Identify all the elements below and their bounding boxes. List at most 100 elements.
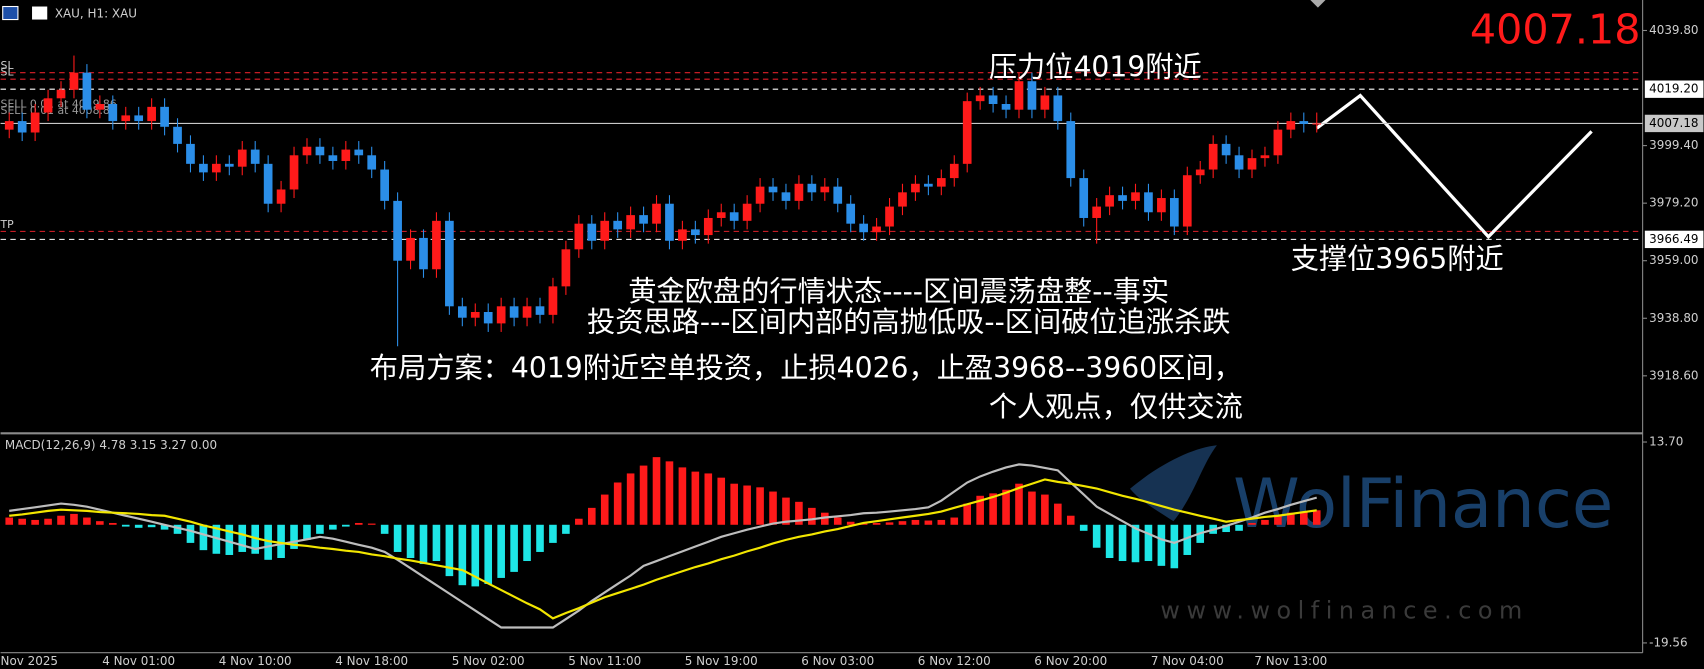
macd-histogram-bar	[1079, 524, 1088, 531]
macd-histogram-bar	[1054, 503, 1062, 525]
candle-body	[962, 101, 972, 164]
macd-histogram-bar	[199, 524, 208, 551]
macd-histogram-bar	[1041, 494, 1049, 525]
macd-histogram-bar	[290, 524, 298, 549]
candle-body	[95, 104, 105, 110]
candle-body	[794, 183, 804, 201]
macd-histogram-bar	[950, 517, 959, 525]
macd-line	[9, 463, 1318, 629]
candle-body	[885, 206, 894, 227]
macd-histogram-bar	[562, 524, 570, 534]
x-tick-label: 7 Nov 04:00	[1151, 654, 1224, 668]
candle-body	[1131, 192, 1140, 201]
menu-icon[interactable]	[2, 5, 19, 21]
macd-histogram-bar	[1274, 515, 1282, 525]
macd-histogram-bar	[96, 521, 104, 525]
candle-body	[509, 306, 519, 318]
candle-body	[1157, 198, 1166, 213]
macd-histogram-bar	[885, 522, 894, 525]
macd-histogram-bar	[1015, 483, 1023, 525]
level-label: 3966.49	[1649, 232, 1698, 246]
candle-body	[1079, 178, 1089, 218]
x-tick-label: 6 Nov 12:00	[918, 654, 991, 668]
macd-histogram-bar	[600, 494, 609, 525]
candle-body	[600, 220, 610, 241]
x-tick-label: 7 Nov 13:00	[1254, 654, 1327, 668]
shift-marker[interactable]	[1310, 0, 1326, 8]
macd-histogram-bar	[458, 524, 467, 586]
macd-histogram-bar	[173, 524, 182, 534]
level-box	[1644, 80, 1704, 98]
current-price-label: 4007.18	[1649, 116, 1698, 130]
macd-histogram-bar	[329, 524, 337, 530]
candle-body	[1221, 143, 1231, 156]
candle-body	[315, 146, 325, 156]
candle-body	[160, 106, 169, 127]
macd-histogram-bar	[134, 524, 143, 528]
level-box	[1644, 230, 1704, 249]
candle-body	[574, 223, 584, 250]
macd-histogram-bar	[510, 524, 518, 572]
macd-histogram-bar	[1248, 522, 1256, 525]
level-name: SL	[1, 59, 14, 72]
macd-histogram-bar	[31, 519, 39, 525]
watermark-url: www.wolfinance.com	[1160, 596, 1528, 624]
candle-body	[419, 237, 428, 270]
candle-body	[237, 149, 247, 167]
candle-body	[1014, 81, 1024, 110]
macd-histogram-bar	[743, 485, 751, 525]
candle-body	[108, 104, 118, 122]
macd-histogram-bar	[1261, 519, 1269, 525]
candle-body	[872, 226, 881, 233]
macd-histogram-bar	[1312, 510, 1321, 525]
candle-body	[1053, 95, 1063, 122]
x-tick-label: Nov 2025	[1, 654, 58, 668]
x-tick-label: 5 Nov 11:00	[568, 654, 641, 668]
macd-histogram-bar	[380, 524, 389, 534]
macd-histogram-bar	[1170, 524, 1179, 569]
candle-body	[1144, 192, 1153, 213]
y-tick-label: 4039.80	[1649, 23, 1698, 37]
candle-body	[121, 115, 131, 122]
macd-histogram-bar	[795, 501, 803, 525]
candle-body	[69, 72, 79, 90]
macd-label: MACD(12,26,9) 4.78 3.15 3.27 0.00	[5, 438, 217, 452]
macd-histogram-bar	[367, 523, 376, 525]
candle-body	[561, 249, 571, 287]
macd-histogram-bar	[989, 493, 997, 525]
candle-body	[1105, 195, 1114, 207]
y-tick-label: 3979.20	[1649, 196, 1698, 210]
candle-body	[134, 115, 144, 122]
candle-body	[949, 163, 959, 179]
macd-histogram-bar	[549, 524, 557, 543]
macd-histogram-bar	[911, 519, 920, 525]
macd-histogram-bar	[872, 522, 881, 525]
annotation: 黄金欧盘的行情状态----区间震荡盘整--事实	[628, 275, 1169, 308]
macd-histogram-bar	[5, 517, 14, 525]
candle-body	[328, 155, 338, 161]
macd-histogram-bar	[782, 497, 790, 525]
candle-body	[1299, 121, 1309, 124]
candle-body	[755, 186, 765, 204]
candle-body	[820, 186, 830, 193]
candle-body	[1182, 175, 1192, 227]
y-tick-label: 3938.80	[1649, 311, 1698, 325]
macd-histogram-bar	[924, 520, 933, 525]
annotation: 支撑位3965附近	[1291, 243, 1504, 276]
macd-histogram-bar	[652, 457, 661, 525]
candle-body	[457, 306, 467, 318]
chart-icon[interactable]	[32, 6, 48, 20]
candle-body	[354, 149, 364, 156]
macd-histogram-bar	[160, 524, 169, 530]
candle-body	[703, 217, 713, 236]
candle-body	[1234, 155, 1244, 170]
candle-body	[212, 163, 221, 173]
candle-body	[30, 112, 40, 133]
macd-histogram-bar	[833, 517, 842, 525]
macd-histogram-bar	[251, 524, 260, 554]
macd-histogram-bar	[691, 471, 700, 525]
candle-body	[186, 143, 195, 164]
annotation: 个人观点，仅供交流	[989, 390, 1243, 423]
candle-body	[1040, 95, 1050, 110]
